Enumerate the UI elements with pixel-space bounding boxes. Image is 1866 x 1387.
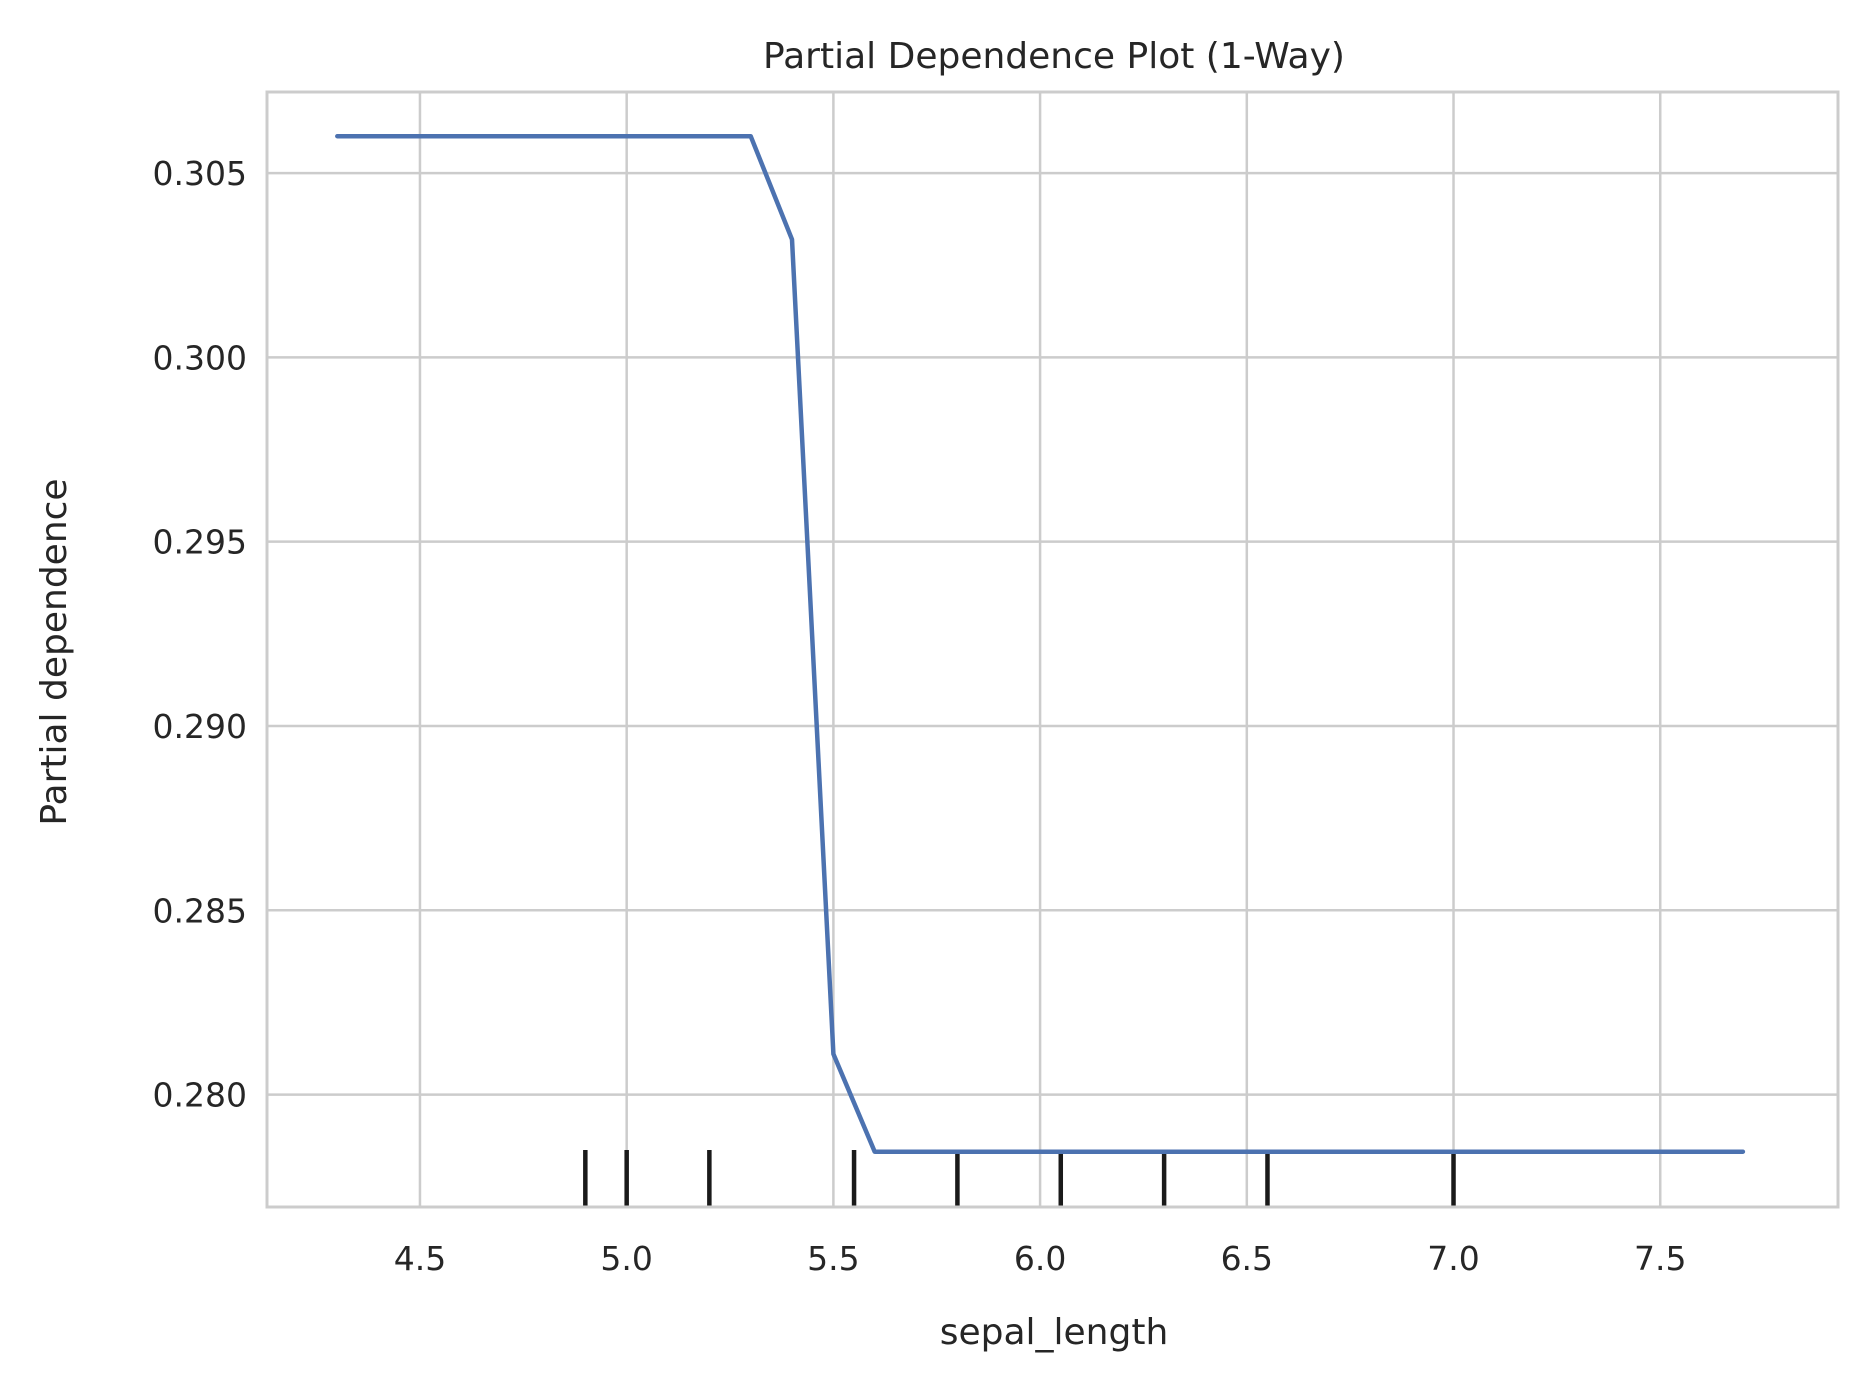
y-tick-label: 0.280 (153, 1076, 247, 1115)
y-axis-label: Partial dependence (34, 478, 75, 825)
grid-lines (267, 92, 1838, 1207)
plot-frame (265, 90, 1840, 1209)
decile-ticks (583, 1150, 1456, 1207)
chart-title: Partial Dependence Plot (1-Way) (763, 36, 1345, 77)
series-line-0 (335, 133, 1746, 1154)
x-tick-label: 7.0 (1427, 1239, 1479, 1278)
y-tick-label: 0.300 (153, 338, 247, 377)
x-tick-label: 4.5 (394, 1239, 446, 1278)
x-axis-label: sepal_length (940, 1312, 1169, 1353)
y-tick-label: 0.285 (153, 891, 247, 930)
y-tick-label: 0.295 (153, 523, 247, 562)
x-tick-label: 7.5 (1634, 1239, 1686, 1278)
x-tick-label: 6.0 (1014, 1239, 1066, 1278)
x-tick-label: 5.5 (807, 1239, 859, 1278)
y-tick-label: 0.305 (153, 154, 247, 193)
y-tick-labels: 0.280 0.285 0.290 0.295 0.300 0.305 (153, 154, 247, 1114)
x-tick-label: 5.0 (600, 1239, 652, 1278)
x-tick-label: 6.5 (1221, 1239, 1273, 1278)
series-layer (335, 133, 1746, 1154)
x-tick-labels: 4.5 5.0 5.5 6.0 6.5 7.0 7.5 (394, 1239, 1687, 1278)
y-tick-label: 0.290 (153, 707, 247, 746)
